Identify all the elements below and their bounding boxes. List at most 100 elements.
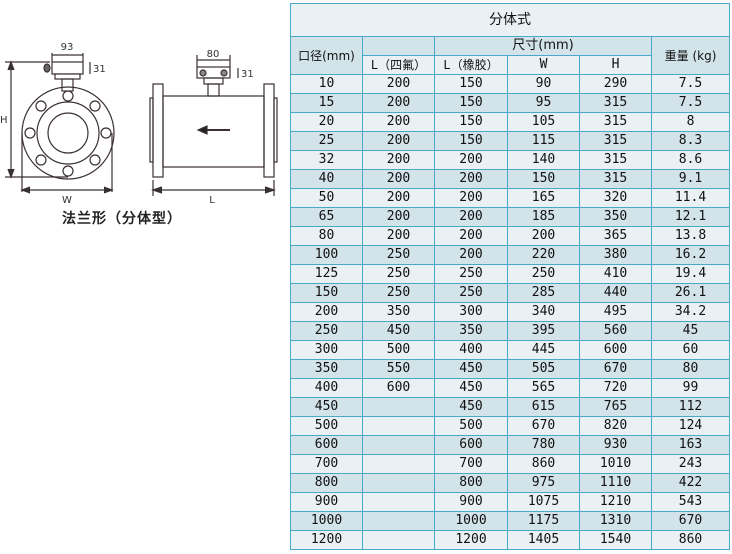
cell-dn: 600 xyxy=(290,435,363,455)
cell-l-ptfe: 600 xyxy=(362,378,435,398)
cell-l-rubber: 500 xyxy=(434,416,508,436)
cell-h: 290 xyxy=(579,74,652,94)
cell-weight: 543 xyxy=(651,492,730,512)
cell-w: 250 xyxy=(507,264,580,284)
cell-h: 1540 xyxy=(579,530,652,550)
cell-h: 560 xyxy=(579,321,652,341)
dim-L: L xyxy=(209,195,215,206)
cell-w: 395 xyxy=(507,321,580,341)
cell-h: 410 xyxy=(579,264,652,284)
cell-dn: 100 xyxy=(290,245,363,265)
cell-l-ptfe: 200 xyxy=(362,131,435,151)
table-row: 1200 1200 1405 1540 860 xyxy=(290,530,730,550)
table-row: 80 200 200 200 365 13.8 xyxy=(290,226,730,246)
cell-l-rubber: 200 xyxy=(434,226,508,246)
cell-w: 95 xyxy=(507,93,580,113)
cell-w: 975 xyxy=(507,473,580,493)
cell-weight: 860 xyxy=(651,530,730,550)
cell-dn: 800 xyxy=(290,473,363,493)
cell-w: 1075 xyxy=(507,492,580,512)
cell-h: 315 xyxy=(579,93,652,113)
cell-w: 565 xyxy=(507,378,580,398)
cell-l-rubber: 150 xyxy=(434,131,508,151)
cell-l-rubber: 200 xyxy=(434,188,508,208)
cell-w: 140 xyxy=(507,150,580,170)
cell-h: 320 xyxy=(579,188,652,208)
cell-w: 220 xyxy=(507,245,580,265)
cell-weight: 422 xyxy=(651,473,730,493)
cell-h: 315 xyxy=(579,131,652,151)
cell-weight: 8.3 xyxy=(651,131,730,151)
cell-w: 105 xyxy=(507,112,580,132)
cell-l-rubber: 300 xyxy=(434,302,508,322)
cell-w: 150 xyxy=(507,169,580,189)
cell-dn: 300 xyxy=(290,340,363,360)
cell-weight: 12.1 xyxy=(651,207,730,227)
cell-w: 860 xyxy=(507,454,580,474)
cell-weight: 34.2 xyxy=(651,302,730,322)
cell-l-ptfe: 550 xyxy=(362,359,435,379)
cell-h: 315 xyxy=(579,112,652,132)
cell-h: 495 xyxy=(579,302,652,322)
cell-dn: 900 xyxy=(290,492,363,512)
cell-weight: 19.4 xyxy=(651,264,730,284)
cell-weight: 7.5 xyxy=(651,74,730,94)
cell-weight: 80 xyxy=(651,359,730,379)
table-row: 50 200 200 165 320 11.4 xyxy=(290,188,730,208)
cell-weight: 16.2 xyxy=(651,245,730,265)
table-row: 10 200 150 90 290 7.5 xyxy=(290,74,730,94)
cell-dn: 500 xyxy=(290,416,363,436)
table-row: 300 500 400 445 600 60 xyxy=(290,340,730,360)
cell-l-rubber: 700 xyxy=(434,454,508,474)
cell-h: 930 xyxy=(579,435,652,455)
cell-l-ptfe: 250 xyxy=(362,245,435,265)
header-l-rubber: L（橡胶） xyxy=(434,55,508,75)
cell-l-rubber: 1200 xyxy=(434,530,508,550)
dimensions-table: 分体式 口径(mm) 尺寸(mm) 重量 (kg) L（四氟） L（橡胶） W … xyxy=(290,3,730,550)
cell-dn: 10 xyxy=(290,74,363,94)
cell-dn: 32 xyxy=(290,150,363,170)
cell-l-rubber: 250 xyxy=(434,264,508,284)
cell-weight: 11.4 xyxy=(651,188,730,208)
dim-93: 93 xyxy=(61,42,74,53)
header-size: 尺寸(mm) xyxy=(434,36,652,56)
cell-l-rubber: 200 xyxy=(434,245,508,265)
cell-dn: 350 xyxy=(290,359,363,379)
cell-dn: 50 xyxy=(290,188,363,208)
cell-l-rubber: 150 xyxy=(434,112,508,132)
cell-l-ptfe xyxy=(362,473,435,493)
cell-dn: 150 xyxy=(290,283,363,303)
cell-h: 600 xyxy=(579,340,652,360)
cell-w: 90 xyxy=(507,74,580,94)
cell-l-ptfe: 200 xyxy=(362,74,435,94)
cell-l-rubber: 200 xyxy=(434,207,508,227)
dim-31-side: 31 xyxy=(241,69,254,80)
header-w: W xyxy=(507,55,580,75)
cell-w: 165 xyxy=(507,188,580,208)
cell-l-ptfe xyxy=(362,454,435,474)
cell-w: 505 xyxy=(507,359,580,379)
side-view: 80 31 L xyxy=(149,49,278,206)
cell-h: 1310 xyxy=(579,511,652,531)
cell-l-ptfe: 250 xyxy=(362,264,435,284)
cell-w: 200 xyxy=(507,226,580,246)
cell-l-ptfe xyxy=(362,435,435,455)
cell-dn: 125 xyxy=(290,264,363,284)
cell-l-ptfe xyxy=(362,492,435,512)
table-row: 20 200 150 105 315 8 xyxy=(290,112,730,132)
cell-weight: 45 xyxy=(651,321,730,341)
cell-w: 185 xyxy=(507,207,580,227)
cell-dn: 25 xyxy=(290,131,363,151)
cell-w: 340 xyxy=(507,302,580,322)
cell-h: 315 xyxy=(579,150,652,170)
cell-l-rubber: 350 xyxy=(434,321,508,341)
table-row: 600 600 780 930 163 xyxy=(290,435,730,455)
cell-weight: 8 xyxy=(651,112,730,132)
cell-dn: 200 xyxy=(290,302,363,322)
header-dn: 口径(mm) xyxy=(290,36,363,75)
header-h: H xyxy=(579,55,652,75)
cell-weight: 99 xyxy=(651,378,730,398)
cell-h: 670 xyxy=(579,359,652,379)
cell-l-ptfe: 200 xyxy=(362,93,435,113)
cell-l-ptfe: 200 xyxy=(362,150,435,170)
